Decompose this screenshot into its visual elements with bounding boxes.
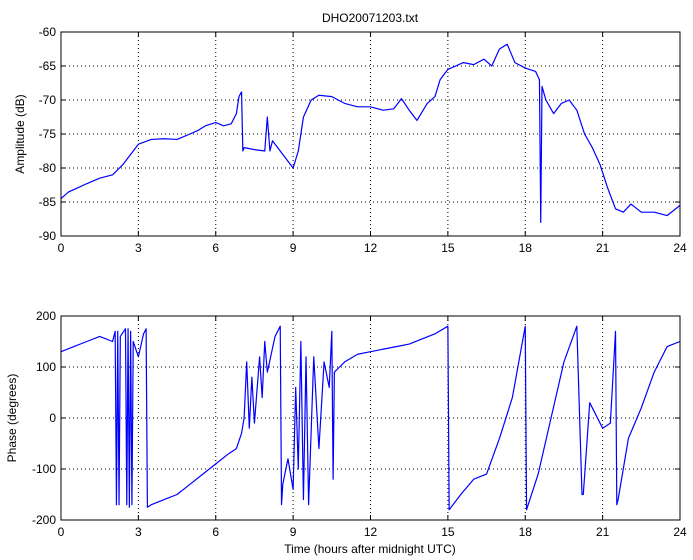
phase-ytick-label: 0 <box>49 411 56 425</box>
amplitude-xtick-label: 6 <box>212 241 219 255</box>
amplitude-series-line <box>60 43 681 223</box>
amplitude-ylabel: Amplitude (dB) <box>13 94 27 173</box>
amplitude-xtick-label: 12 <box>364 241 378 255</box>
phase-xtick-label: 0 <box>58 525 65 539</box>
amplitude-xtick-label: 21 <box>596 241 610 255</box>
amplitude-ytick-label: -70 <box>39 93 57 107</box>
phase-ytick-label: -100 <box>32 462 56 476</box>
amplitude-ytick-label: -60 <box>39 25 57 39</box>
phase-xtick-label: 9 <box>290 525 297 539</box>
amplitude-xtick-label: 15 <box>441 241 455 255</box>
amplitude-ytick-label: -75 <box>39 127 57 141</box>
phase-panel: Time (hours after midnight UTC) Phase (d… <box>5 309 687 556</box>
phase-xtick-label: 6 <box>212 525 219 539</box>
phase-xtick-label: 21 <box>596 525 610 539</box>
phase-ytick-label: 200 <box>36 309 56 323</box>
phase-xtick-label: 18 <box>519 525 533 539</box>
amplitude-ytick-label: -65 <box>39 59 57 73</box>
amplitude-panel: DHO20071203.txt Amplitude (dB) 0 3 6 9 12 15 1… <box>13 11 687 255</box>
phase-data <box>60 325 681 511</box>
phase-xtick-label: 3 <box>135 525 142 539</box>
phase-series-line <box>60 325 681 511</box>
amplitude-xtick-label: 9 <box>290 241 297 255</box>
amplitude-xtick-label: 18 <box>519 241 533 255</box>
amplitude-ytick-label: -85 <box>39 195 57 209</box>
phase-ylabel: Phase (degrees) <box>5 374 19 463</box>
chart-title: DHO20071203.txt <box>322 11 419 25</box>
amplitude-xtick-label: 0 <box>58 241 65 255</box>
amplitude-xtick-label: 3 <box>135 241 142 255</box>
phase-ytick-label: 100 <box>36 360 56 374</box>
amplitude-ytick-label: -80 <box>39 161 57 175</box>
phase-xtick-label: 24 <box>673 525 687 539</box>
phase-xtick-label: 12 <box>364 525 378 539</box>
amplitude-ticks: 0 3 6 9 12 15 18 21 24 -90 -85 -80 -75 -70 -65 -60 <box>39 25 687 255</box>
amplitude-ytick-label: -90 <box>39 229 57 243</box>
phase-ytick-label: -200 <box>32 513 56 527</box>
phase-ticks: 0 3 6 9 12 15 18 21 24 -200 -100 0 100 200 <box>32 309 687 539</box>
phase-xlabel: Time (hours after midnight UTC) <box>284 542 456 556</box>
amplitude-xtick-label: 24 <box>673 241 687 255</box>
phase-xtick-label: 15 <box>441 525 455 539</box>
amplitude-data <box>60 43 681 223</box>
